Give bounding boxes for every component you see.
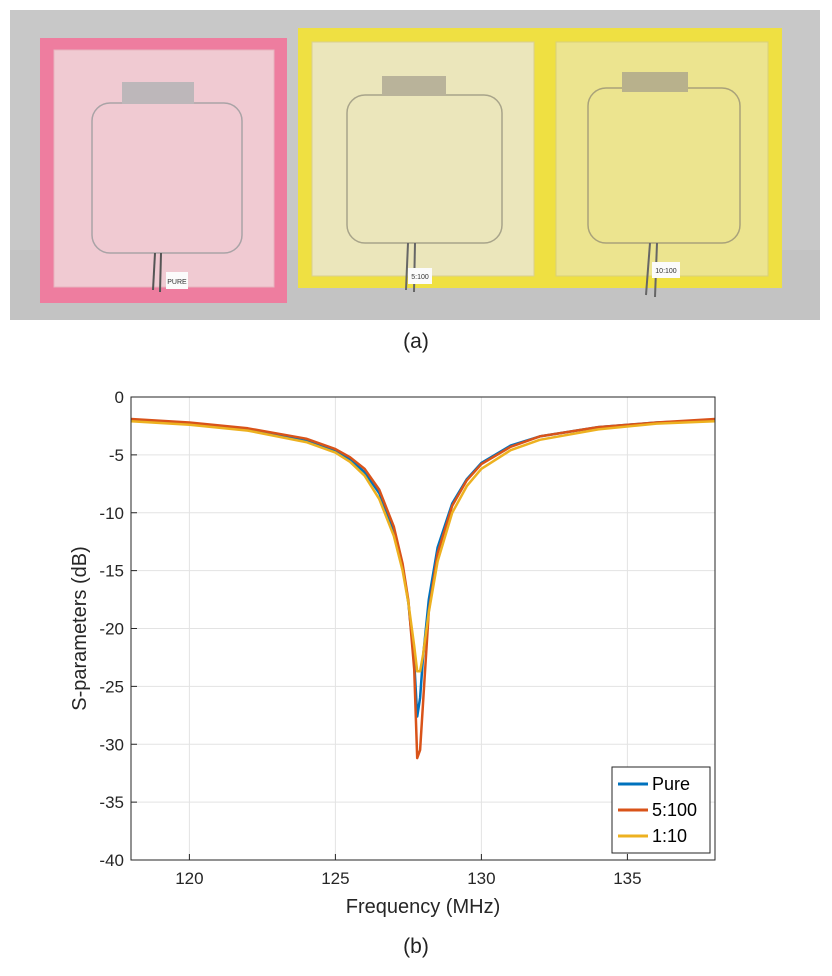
legend-label: Pure [652,774,690,794]
coil-lead [405,242,409,291]
series-line-3 [130,420,716,673]
s-parameter-chart: 120 125 130 135 0 -5 -10 -15 -20 -25 -30 -35 -40 Fre… [69,388,716,918]
coil-capacitors [622,72,688,92]
sample-10-100: 10:100 [542,28,782,298]
sample-tag-label: PURE [167,279,187,286]
y-tick-label: -30 [99,735,124,754]
legend: Pure 5:100 1:10 [611,766,711,854]
y-tick-label: -20 [99,620,124,639]
coil-lead [152,252,156,291]
plot-area [130,417,716,760]
axis-ticks: 120 125 130 135 0 -5 -10 -15 -20 -25 -30 -35 -40 [99,388,641,888]
legend-label: 1:10 [652,826,687,846]
legend-label: 5:100 [652,800,697,820]
coil-capacitors [382,76,446,96]
y-tick-label: -40 [99,851,124,870]
caption-a: (a) [403,330,429,353]
y-tick-label: 0 [115,388,124,407]
coil-capacitors [122,82,194,104]
sample-pure: PURE [40,38,287,303]
sample-tag [652,262,680,278]
y-tick-label: -25 [99,677,124,696]
sample-5-100: 5:100 [298,28,548,293]
x-tick-label: 120 [175,869,203,888]
coil-lead [645,242,651,296]
sample-photo: PURE 5:100 10:100 [10,10,820,320]
y-tick-label: -35 [99,793,124,812]
coil-lead [413,242,416,293]
sample-tag [166,272,188,289]
y-tick-label: -10 [99,504,124,523]
x-tick-label: 135 [613,869,641,888]
sample-tag-label: 10:100 [655,268,677,275]
coil-lead [159,252,162,293]
sample-photo-drawing: PURE 5:100 10:100 [10,10,820,320]
sample-tag [408,268,432,284]
series-line-2 [130,417,716,760]
x-tick-label: 130 [467,869,495,888]
sample-tag-label: 5:100 [411,274,429,281]
caption-b: (b) [403,935,429,958]
y-tick-label: -15 [99,562,124,581]
y-tick-label: -5 [109,446,124,465]
x-axis-label: Frequency (MHz) [346,896,500,918]
y-axis-label: S-parameters (dB) [69,546,91,711]
x-tick-label: 125 [321,869,349,888]
